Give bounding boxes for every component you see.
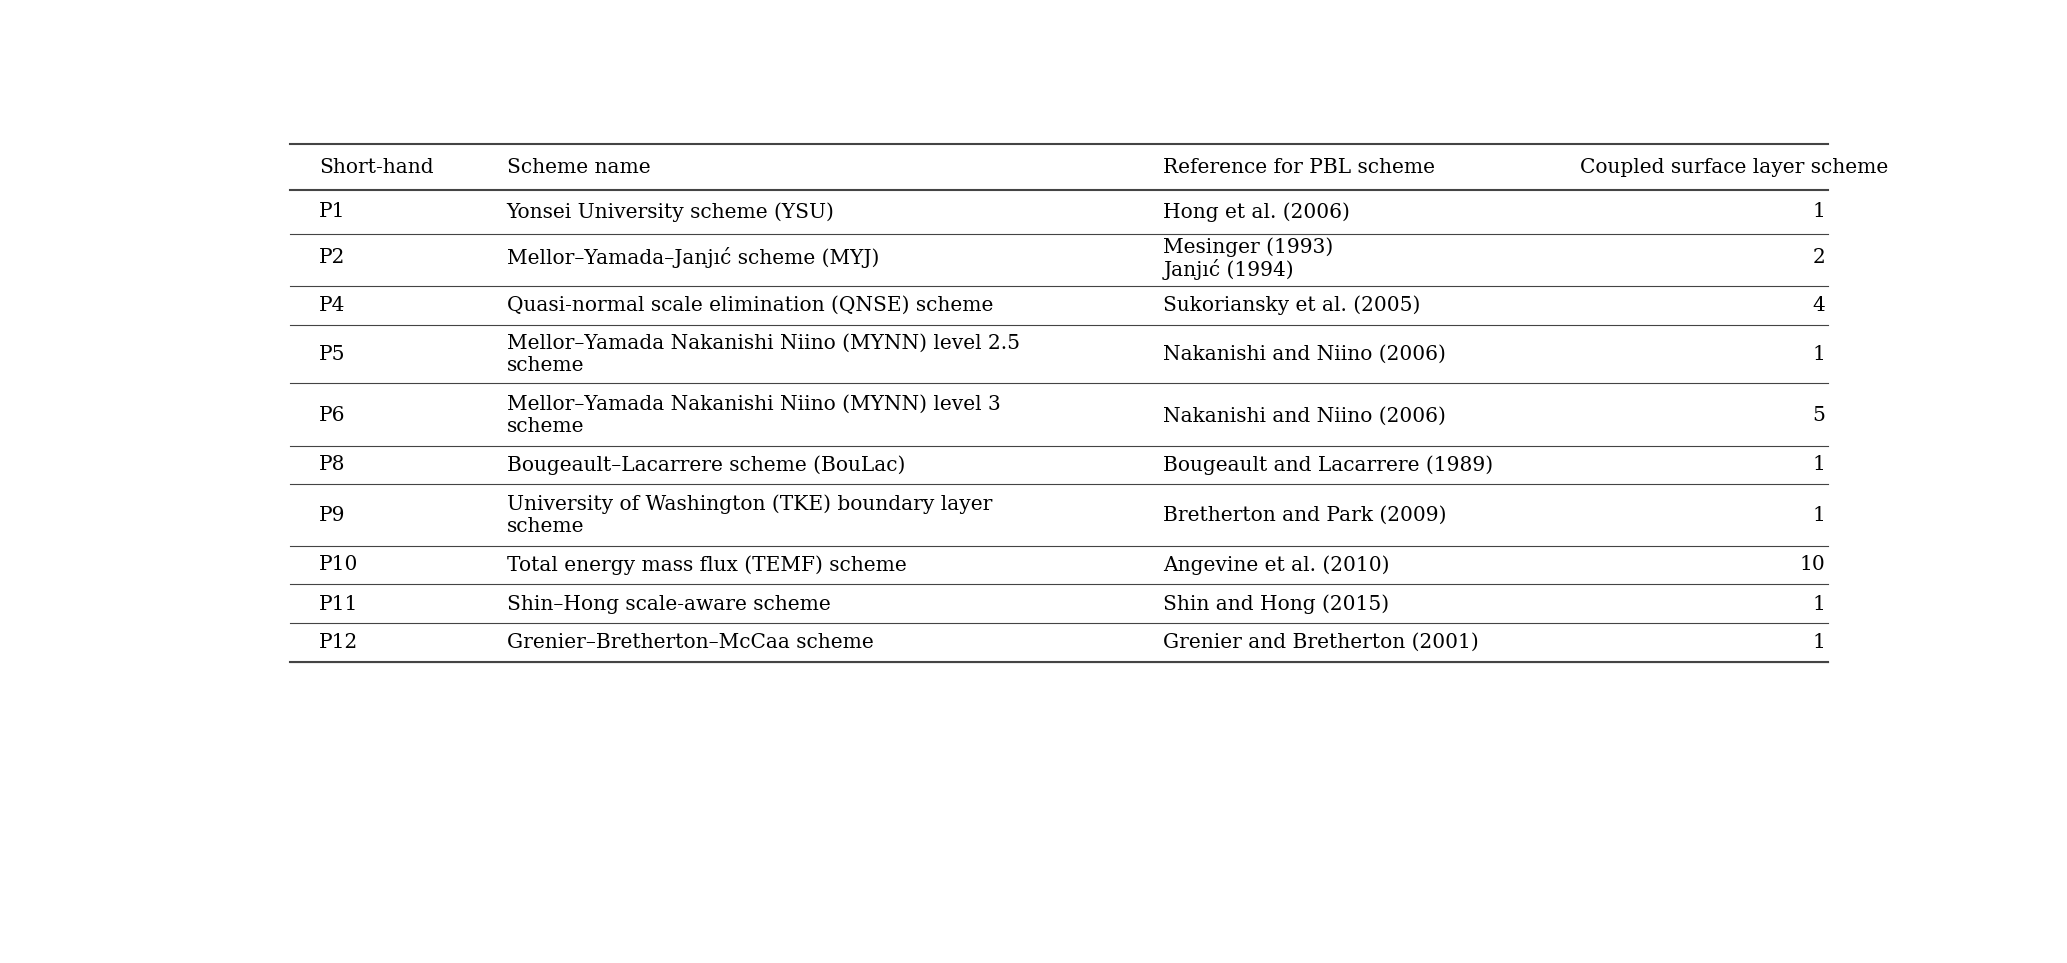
Text: Yonsei University scheme (YSU): Yonsei University scheme (YSU) — [506, 202, 835, 221]
Text: Total energy mass flux (TEMF) scheme: Total energy mass flux (TEMF) scheme — [506, 555, 907, 575]
Text: Bougeault–Lacarrere scheme (BouLac): Bougeault–Lacarrere scheme (BouLac) — [506, 455, 905, 475]
Text: Grenier and Bretherton (2001): Grenier and Bretherton (2001) — [1164, 634, 1480, 652]
Text: Scheme name: Scheme name — [506, 158, 651, 177]
Text: Coupled surface layer scheme: Coupled surface layer scheme — [1579, 158, 1889, 177]
Text: University of Washington (TKE) boundary layer: University of Washington (TKE) boundary … — [506, 494, 992, 514]
Text: 1: 1 — [1813, 634, 1825, 652]
Text: P4: P4 — [318, 296, 345, 315]
Text: Nakanishi and Niino (2006): Nakanishi and Niino (2006) — [1164, 345, 1447, 364]
Text: scheme: scheme — [506, 356, 585, 375]
Text: 1: 1 — [1813, 455, 1825, 475]
Text: 1: 1 — [1813, 202, 1825, 221]
Text: P1: P1 — [318, 202, 345, 221]
Text: Hong et al. (2006): Hong et al. (2006) — [1164, 202, 1350, 221]
Text: 10: 10 — [1798, 556, 1825, 574]
Text: 1: 1 — [1813, 345, 1825, 364]
Text: Nakanishi and Niino (2006): Nakanishi and Niino (2006) — [1164, 406, 1447, 426]
Text: P12: P12 — [318, 634, 358, 652]
Text: Mesinger (1993): Mesinger (1993) — [1164, 237, 1333, 256]
Text: P6: P6 — [318, 406, 345, 426]
Text: P8: P8 — [318, 455, 345, 475]
Text: P9: P9 — [318, 506, 345, 525]
Text: P10: P10 — [318, 556, 358, 574]
Text: P2: P2 — [318, 248, 345, 268]
Text: P11: P11 — [318, 595, 358, 613]
Text: Sukoriansky et al. (2005): Sukoriansky et al. (2005) — [1164, 296, 1420, 315]
Text: Shin and Hong (2015): Shin and Hong (2015) — [1164, 594, 1389, 614]
Text: Mellor–Yamada Nakanishi Niino (MYNN) level 2.5: Mellor–Yamada Nakanishi Niino (MYNN) lev… — [506, 334, 1019, 352]
Text: 4: 4 — [1813, 296, 1825, 315]
Text: Bougeault and Lacarrere (1989): Bougeault and Lacarrere (1989) — [1164, 455, 1494, 475]
Text: Bretherton and Park (2009): Bretherton and Park (2009) — [1164, 506, 1447, 525]
Text: Mellor–Yamada Nakanishi Niino (MYNN) level 3: Mellor–Yamada Nakanishi Niino (MYNN) lev… — [506, 395, 1000, 414]
Text: Reference for PBL scheme: Reference for PBL scheme — [1164, 158, 1434, 177]
Text: 1: 1 — [1813, 595, 1825, 613]
Text: Mellor–Yamada–Janjıć scheme (MYJ): Mellor–Yamada–Janjıć scheme (MYJ) — [506, 247, 878, 269]
Text: 1: 1 — [1813, 506, 1825, 525]
Text: Janjıć (1994): Janjıć (1994) — [1164, 258, 1294, 279]
Text: 5: 5 — [1813, 406, 1825, 426]
Text: Grenier–Bretherton–McCaa scheme: Grenier–Bretherton–McCaa scheme — [506, 634, 874, 652]
Text: Shin–Hong scale-aware scheme: Shin–Hong scale-aware scheme — [506, 595, 831, 613]
Text: scheme: scheme — [506, 418, 585, 436]
Text: Quasi-normal scale elimination (QNSE) scheme: Quasi-normal scale elimination (QNSE) sc… — [506, 296, 992, 315]
Text: scheme: scheme — [506, 517, 585, 535]
Text: 2: 2 — [1813, 248, 1825, 268]
Text: Short-hand: Short-hand — [318, 158, 434, 177]
Text: P5: P5 — [318, 345, 345, 364]
Text: Angevine et al. (2010): Angevine et al. (2010) — [1164, 555, 1389, 575]
